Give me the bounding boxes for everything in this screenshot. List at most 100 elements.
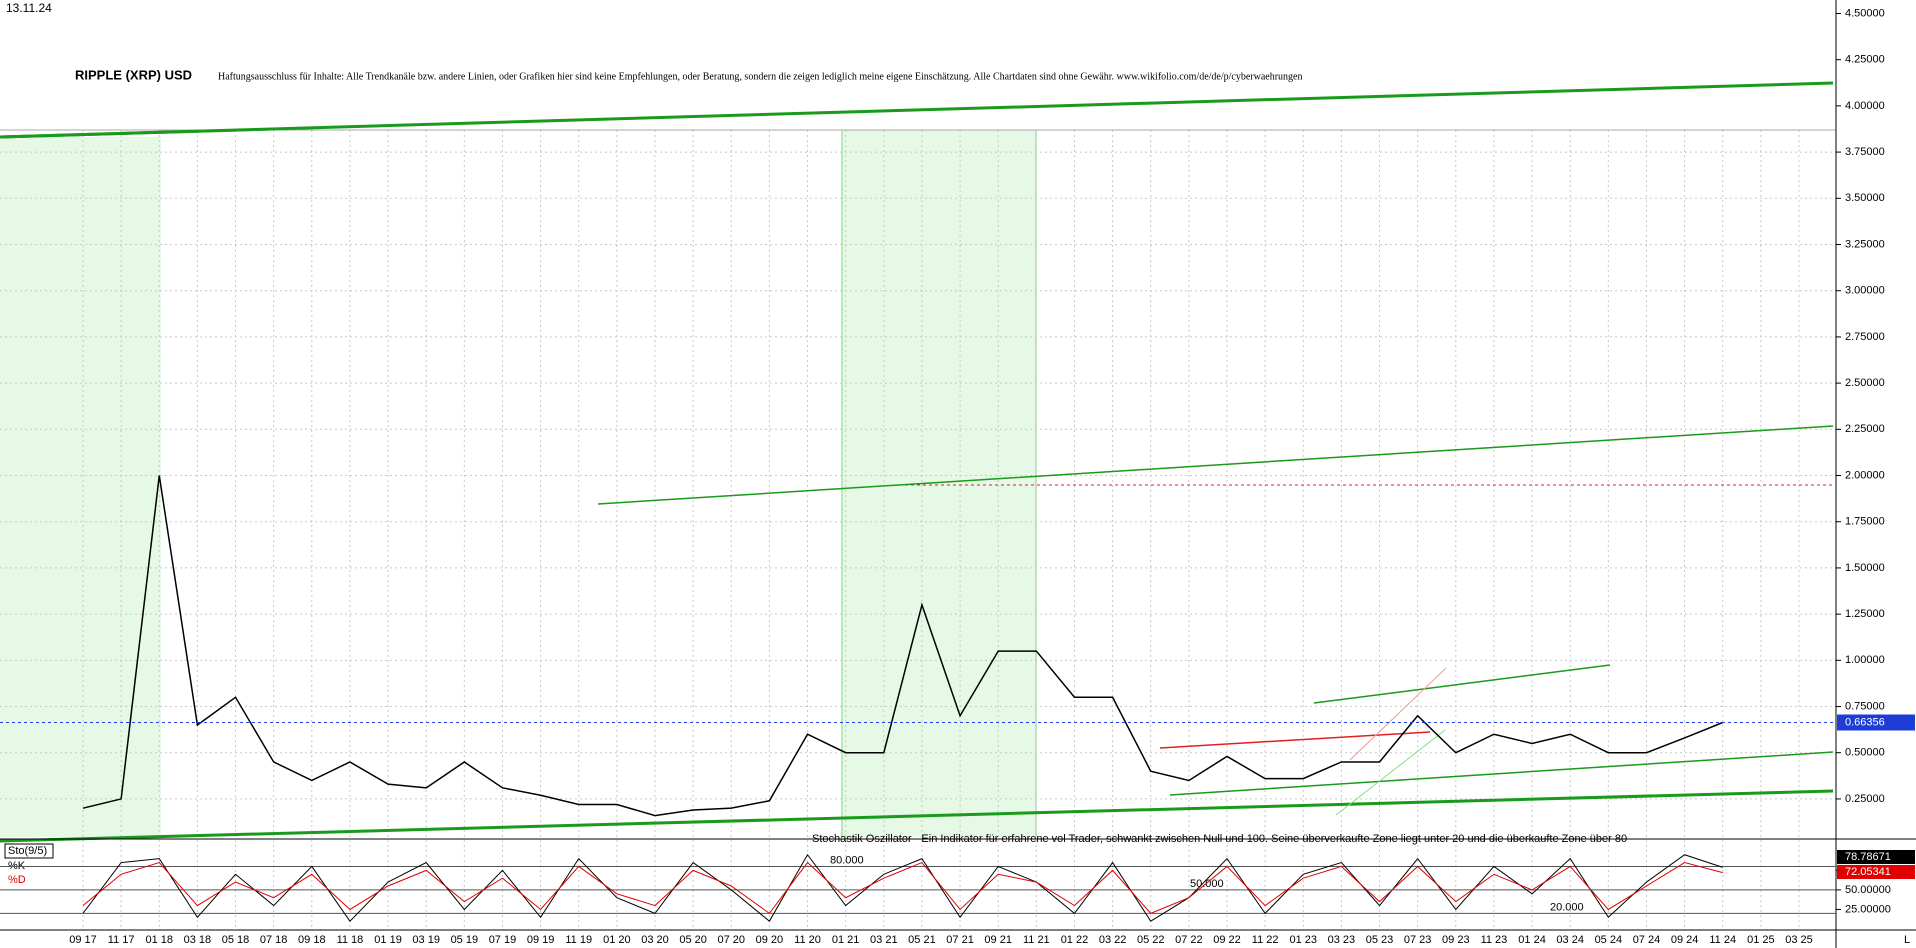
x-tick-label: 09 17 — [69, 934, 97, 946]
y-tick-label: 0.50000 — [1845, 747, 1885, 759]
x-tick-label: 05 23 — [1366, 934, 1394, 946]
x-tick-label: 05 20 — [679, 934, 707, 946]
x-tick-label: 03 24 — [1556, 934, 1584, 946]
series-line — [82, 861, 1723, 915]
x-tick-label: 01 23 — [1290, 934, 1318, 946]
x-tick-label: 11 22 — [1252, 934, 1279, 946]
corner-label: L — [1904, 934, 1910, 946]
y-tick-label: 2.00000 — [1845, 469, 1885, 481]
trend-line — [1169, 751, 1834, 796]
y-tick-label: 50.00000 — [1845, 884, 1891, 896]
x-tick-label: 05 24 — [1595, 934, 1623, 946]
x-tick-label: 03 25 — [1785, 934, 1813, 946]
y-tick-label: 1.00000 — [1845, 654, 1885, 666]
x-tick-label: 09 23 — [1442, 934, 1470, 946]
y-tick-label: 3.75000 — [1845, 146, 1885, 158]
indicator-value-box — [1837, 865, 1915, 879]
x-tick-label: 01 19 — [374, 934, 402, 946]
indicator-title: Sto(9/5) — [8, 845, 47, 857]
x-tick-label: 03 18 — [184, 934, 212, 946]
x-tick-label: 11 19 — [565, 934, 592, 946]
y-tick-label: 3.25000 — [1845, 238, 1885, 250]
y-tick-label: 2.50000 — [1845, 377, 1885, 389]
y-tick-label: 3.50000 — [1845, 192, 1885, 204]
series-line — [82, 475, 1724, 817]
x-tick-label: 09 18 — [298, 934, 326, 946]
level-label: 50.000 — [1190, 878, 1224, 890]
y-tick-label: 0.25000 — [1845, 793, 1885, 805]
x-tick-label: 07 19 — [489, 934, 517, 946]
x-tick-label: 07 24 — [1633, 934, 1661, 946]
x-tick-label: 11 24 — [1709, 934, 1736, 946]
x-tick-label: 01 21 — [832, 934, 860, 946]
x-tick-label: 09 19 — [527, 934, 555, 946]
x-tick-label: 05 21 — [908, 934, 936, 946]
grid — [0, 0, 1836, 930]
y-tick-label: 2.75000 — [1845, 331, 1885, 343]
indicator-value-box — [1837, 850, 1915, 864]
legend-entry: %D — [8, 874, 26, 886]
x-tick-label: 01 24 — [1518, 934, 1546, 946]
indicator-badge — [4, 843, 54, 859]
series-line — [82, 853, 1723, 922]
x-tick-label: 03 23 — [1328, 934, 1356, 946]
x-tick-label: 09 24 — [1671, 934, 1699, 946]
level-label: 20.000 — [1550, 901, 1584, 913]
header-box — [0, 0, 1836, 130]
trend-line — [0, 81, 1834, 139]
x-tick-label: 07 22 — [1175, 934, 1203, 946]
indicator-value-label: 78.78671 — [1845, 851, 1891, 863]
current-price-box — [1837, 714, 1915, 731]
level-label: 80.000 — [830, 854, 864, 866]
x-tick-label: 01 20 — [603, 934, 631, 946]
indicator-annotation: Stochastik Oszillator - Ein Indikator fü… — [812, 833, 1627, 845]
x-tick-label: 05 18 — [222, 934, 250, 946]
x-tick-label: 09 20 — [756, 934, 784, 946]
x-tick-label: 11 18 — [337, 934, 364, 946]
x-tick-label: 11 23 — [1481, 934, 1508, 946]
chart-title: RIPPLE (XRP) USD — [75, 67, 192, 82]
y-tick-label: 4.25000 — [1845, 54, 1885, 66]
x-tick-label: 09 22 — [1213, 934, 1241, 946]
y-tick-label: 1.50000 — [1845, 562, 1885, 574]
x-tick-label: 01 25 — [1747, 934, 1775, 946]
x-tick-label: 11 20 — [794, 934, 821, 946]
current-price-label: 0.66356 — [1845, 716, 1885, 728]
highlight-zone — [0, 137, 161, 837]
trend-line — [1335, 729, 1446, 816]
x-tick-label: 09 21 — [984, 934, 1012, 946]
x-tick-label: 11 17 — [108, 934, 135, 946]
x-tick-label: 05 19 — [451, 934, 479, 946]
legend-entry: %K — [8, 860, 26, 872]
indicator-value-label: 72.05341 — [1845, 866, 1891, 878]
trend-line — [1159, 731, 1431, 749]
x-tick-label: 07 18 — [260, 934, 288, 946]
trend-line — [597, 425, 1834, 505]
x-tick-label: 07 20 — [718, 934, 746, 946]
trend-line — [1313, 664, 1611, 704]
x-tick-label: 07 23 — [1404, 934, 1432, 946]
x-tick-label: 01 22 — [1061, 934, 1089, 946]
x-tick-label: 03 19 — [412, 934, 440, 946]
y-tick-label: 3.00000 — [1845, 285, 1885, 297]
x-tick-label: 05 22 — [1137, 934, 1165, 946]
y-tick-label: 1.25000 — [1845, 608, 1885, 620]
highlight-zone — [842, 102, 1036, 837]
y-tick-label: 1.75000 — [1845, 516, 1885, 528]
x-tick-label: 01 18 — [146, 934, 174, 946]
x-tick-label: 03 22 — [1099, 934, 1127, 946]
trend-line — [0, 789, 1834, 843]
disclaimer: Haftungsausschluss für Inhalte: Alle Tre… — [218, 71, 1303, 82]
x-tick-label: 07 21 — [946, 934, 974, 946]
x-tick-label: 03 21 — [870, 934, 898, 946]
date: 13.11.24 — [6, 1, 52, 15]
x-tick-label: 03 20 — [641, 934, 669, 946]
x-tick-label: 11 21 — [1023, 934, 1050, 946]
y-tick-label: 4.00000 — [1845, 100, 1885, 112]
y-tick-label: 4.50000 — [1845, 7, 1885, 19]
y-tick-label: 25.00000 — [1845, 903, 1891, 915]
y-tick-label: 0.75000 — [1845, 700, 1885, 712]
y-tick-label: 2.25000 — [1845, 423, 1885, 435]
trend-line — [1349, 667, 1447, 761]
